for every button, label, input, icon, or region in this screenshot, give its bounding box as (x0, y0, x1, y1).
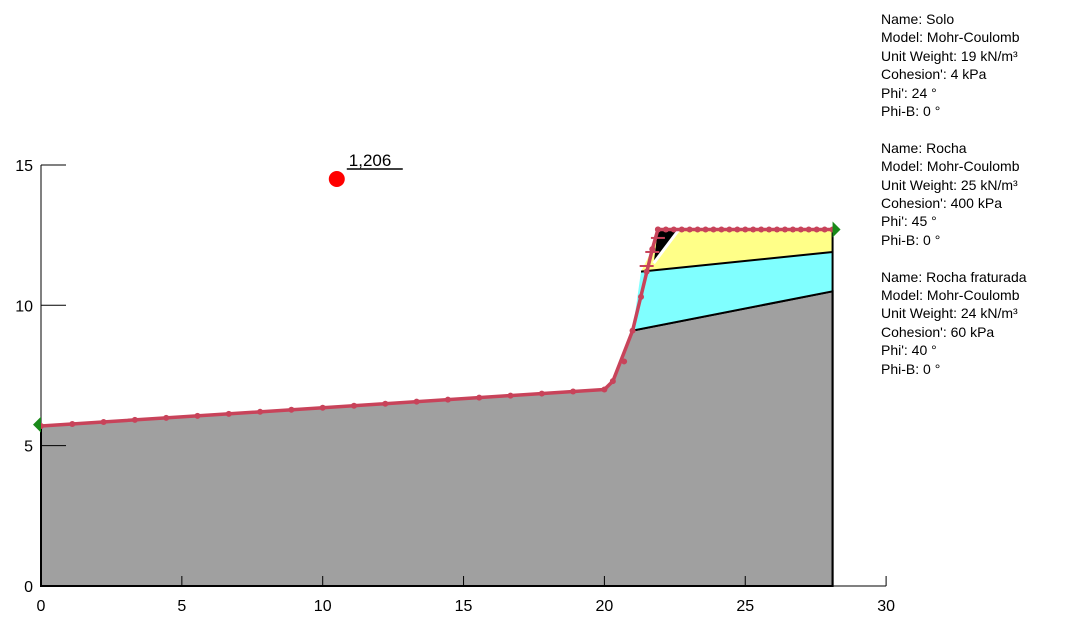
solo-region (641, 229, 833, 272)
boundary-line (632, 290, 833, 332)
surface-node (805, 226, 812, 233)
factor-of-safety-label: 1,206 (349, 151, 392, 170)
surface-node (69, 420, 76, 427)
surface-node (813, 226, 820, 233)
y-tick-label: 10 (15, 298, 33, 315)
material-boundaries (632, 229, 834, 586)
markers (33, 168, 841, 433)
surface-node (629, 327, 636, 334)
material-phi-b: Phi-B: 0 ° (881, 360, 941, 377)
surface-node (225, 410, 232, 417)
surface-node (444, 396, 451, 403)
surface-node (319, 404, 326, 411)
surface-node (382, 400, 389, 407)
right-boundary-flag (832, 221, 841, 238)
material-rocha: Name: Rocha Model: Mohr-Coulomb Unit Wei… (881, 139, 1071, 249)
surface-node (670, 226, 677, 233)
material-model: Model: Mohr-Coulomb (881, 158, 1020, 175)
materials-legend: Name: Solo Model: Mohr-Coulomb Unit Weig… (881, 10, 1071, 396)
material-phi: Phi': 40 ° (881, 342, 937, 359)
surface-node (288, 406, 295, 413)
x-tick-label: 5 (177, 598, 186, 615)
material-unit-weight: Unit Weight: 24 kN/m³ (881, 305, 1018, 322)
surface-node (643, 268, 650, 275)
surface-node (718, 226, 725, 233)
material-phi-b: Phi-B: 0 ° (881, 103, 941, 120)
y-tick-label: 15 (15, 158, 33, 175)
material-cohesion: Cohesion': 4 kPa (881, 66, 987, 83)
surface-node (797, 226, 804, 233)
surface-node (686, 226, 693, 233)
surface-node (781, 226, 788, 233)
material-model: Model: Mohr-Coulomb (881, 29, 1020, 46)
surface-node (726, 226, 733, 233)
surface-node (750, 226, 757, 233)
surface-node (609, 378, 616, 385)
surface-node (100, 418, 107, 425)
material-phi: Phi': 45 ° (881, 213, 937, 230)
material-unit-weight: Unit Weight: 25 kN/m³ (881, 176, 1018, 193)
surface-node (742, 226, 749, 233)
surface-node (649, 246, 656, 253)
y-tick-label: 5 (24, 439, 33, 456)
surface-node (662, 226, 669, 233)
surface-node (131, 416, 138, 423)
surface-node (257, 408, 264, 415)
x-tick-label: 30 (877, 598, 895, 615)
surface-node (194, 412, 201, 419)
material-name: Name: Rocha (881, 139, 967, 156)
surface-node (476, 394, 483, 401)
slip-surface (38, 226, 836, 430)
x-tick-label: 0 (37, 598, 46, 615)
material-rocha-fraturada: Name: Rocha fraturada Model: Mohr-Coulom… (881, 268, 1071, 378)
x-tick-label: 20 (596, 598, 614, 615)
material-cohesion: Cohesion': 400 kPa (881, 195, 1002, 212)
boundary-line (640, 251, 833, 273)
surface-node (413, 398, 420, 405)
surface-node (601, 386, 608, 393)
rocha-fraturada-region (40, 290, 834, 587)
left-boundary-flag (33, 416, 41, 433)
surface-node (821, 226, 828, 233)
surface-node (351, 402, 357, 409)
x-tick-label: 15 (455, 598, 473, 615)
material-name: Name: Solo (881, 11, 955, 27)
surface-node (710, 226, 717, 233)
x-tick-label: 25 (736, 598, 754, 615)
material-model: Model: Mohr-Coulomb (881, 287, 1020, 304)
surface-node (774, 226, 781, 233)
material-phi-b: Phi-B: 0 ° (881, 231, 941, 248)
y-tick-label: 0 (24, 579, 33, 596)
surface-node (570, 388, 577, 395)
axes: 0 5 10 15 20 25 30 0 5 10 15 (15, 158, 895, 615)
slip-line (652, 228, 681, 265)
surface-node (758, 226, 765, 233)
surface-node (702, 226, 709, 233)
surface-node (789, 226, 796, 233)
surface-node (638, 293, 645, 300)
material-name: Name: Rocha fraturada (881, 268, 1027, 285)
surface-node (734, 226, 741, 233)
surface-node (163, 414, 170, 421)
x-tick-label: 10 (314, 598, 332, 615)
surface-node (694, 226, 701, 233)
surface-node (507, 392, 514, 399)
surface-node (766, 226, 773, 233)
surface-node (538, 390, 545, 397)
slip-center-point (328, 170, 345, 187)
surface-node (621, 358, 628, 365)
surface-node (678, 226, 685, 233)
material-regions (40, 228, 834, 587)
material-cohesion: Cohesion': 60 kPa (881, 323, 995, 340)
material-solo: Name: Solo Model: Mohr-Coulomb Unit Weig… (881, 10, 1071, 120)
surface-node (654, 226, 661, 233)
rocha-region (632, 252, 833, 331)
material-unit-weight: Unit Weight: 19 kN/m³ (881, 47, 1018, 64)
material-phi: Phi': 24 ° (881, 84, 937, 101)
